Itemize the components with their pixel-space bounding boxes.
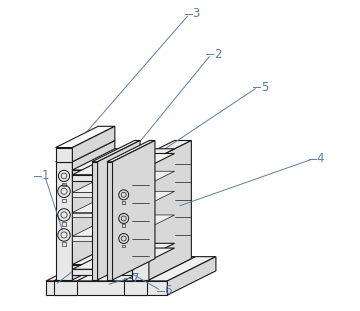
Polygon shape	[72, 265, 132, 271]
Bar	[122, 244, 125, 248]
Text: 3: 3	[193, 7, 200, 21]
Polygon shape	[92, 162, 98, 280]
Polygon shape	[55, 147, 72, 162]
Polygon shape	[149, 141, 192, 280]
Polygon shape	[72, 243, 175, 265]
Bar	[62, 199, 66, 202]
Polygon shape	[72, 141, 115, 280]
Polygon shape	[72, 154, 175, 175]
Polygon shape	[132, 141, 192, 162]
Polygon shape	[107, 141, 155, 162]
Text: 2: 2	[214, 48, 222, 61]
Polygon shape	[46, 257, 216, 281]
Text: 6: 6	[165, 284, 172, 297]
Polygon shape	[55, 162, 72, 280]
Text: 7: 7	[132, 272, 139, 285]
Bar	[122, 201, 125, 204]
Polygon shape	[72, 269, 132, 275]
Polygon shape	[167, 257, 216, 295]
Polygon shape	[72, 126, 115, 162]
Bar	[62, 183, 66, 186]
Text: 1: 1	[42, 169, 49, 182]
Polygon shape	[72, 236, 132, 241]
Polygon shape	[113, 141, 155, 280]
Polygon shape	[107, 162, 113, 280]
Polygon shape	[72, 170, 132, 176]
Polygon shape	[123, 281, 147, 295]
Polygon shape	[72, 248, 175, 269]
Polygon shape	[72, 149, 175, 170]
Polygon shape	[72, 175, 132, 181]
Polygon shape	[72, 171, 175, 193]
Polygon shape	[72, 191, 175, 212]
Polygon shape	[72, 193, 132, 197]
Polygon shape	[92, 141, 140, 162]
Polygon shape	[55, 126, 115, 147]
Text: 8: 8	[87, 256, 94, 269]
Polygon shape	[55, 141, 115, 162]
Bar	[122, 225, 125, 227]
Polygon shape	[98, 141, 140, 280]
Text: 4: 4	[317, 152, 324, 165]
Text: 5: 5	[261, 81, 268, 94]
Polygon shape	[72, 215, 175, 236]
Polygon shape	[54, 281, 77, 295]
Bar	[62, 243, 66, 246]
Bar	[62, 222, 66, 226]
Polygon shape	[132, 162, 149, 280]
Polygon shape	[72, 212, 132, 217]
Polygon shape	[54, 257, 125, 281]
Polygon shape	[46, 281, 167, 295]
Polygon shape	[123, 257, 195, 281]
